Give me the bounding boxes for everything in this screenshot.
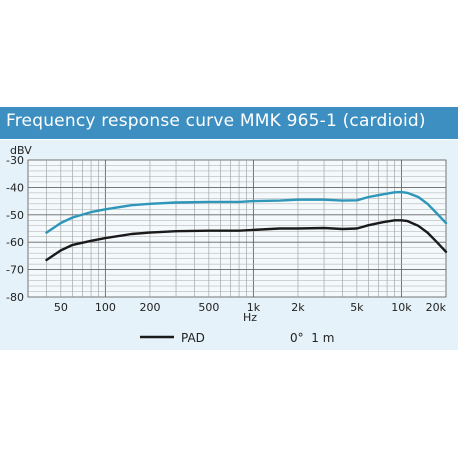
legend-pad-label: PAD — [181, 331, 205, 345]
series — [45, 190, 448, 262]
y-tick-label: -30 — [6, 154, 24, 167]
series-line-pad — [45, 219, 448, 262]
x-tick-label: 2k — [291, 301, 305, 314]
x-axis-label: Hz — [243, 311, 257, 324]
x-tick-label: 50 — [54, 301, 68, 314]
y-tick-label: -70 — [6, 264, 24, 277]
grid — [27, 159, 447, 298]
frequency-response-chart: -30 -40 -50 -60 -70 -80 50 100 200 500 1k 2k 5k 10k 2… — [6, 144, 448, 345]
series-line-main — [45, 190, 448, 234]
x-tick-label: 5k — [350, 301, 364, 314]
legend-condition-label: 0° 1 m — [290, 331, 334, 345]
y-axis-label: dBV — [10, 144, 32, 157]
x-tick-label: 20k — [426, 301, 447, 314]
y-tick-label: -80 — [6, 291, 24, 304]
y-tick-label: -50 — [6, 209, 24, 222]
x-tick-label: 100 — [95, 301, 116, 314]
x-tick-label: 200 — [139, 301, 160, 314]
y-tick-label: -60 — [6, 236, 24, 249]
x-axis-ticks: 50 100 200 500 1k 2k 5k 10k 20k — [54, 301, 447, 314]
x-tick-label: 1k — [247, 301, 261, 314]
legend: PAD 0° 1 m — [140, 331, 334, 345]
y-axis-ticks: -30 -40 -50 -60 -70 -80 — [6, 154, 24, 304]
chart-title: Frequency response curve MMK 965-1 (card… — [6, 111, 426, 131]
x-tick-label: 500 — [198, 301, 219, 314]
plot-area — [27, 159, 447, 298]
y-tick-label: -40 — [6, 181, 24, 194]
chart-title-band: Frequency response curve MMK 965-1 (card… — [0, 107, 458, 139]
x-tick-label: 10k — [391, 301, 412, 314]
